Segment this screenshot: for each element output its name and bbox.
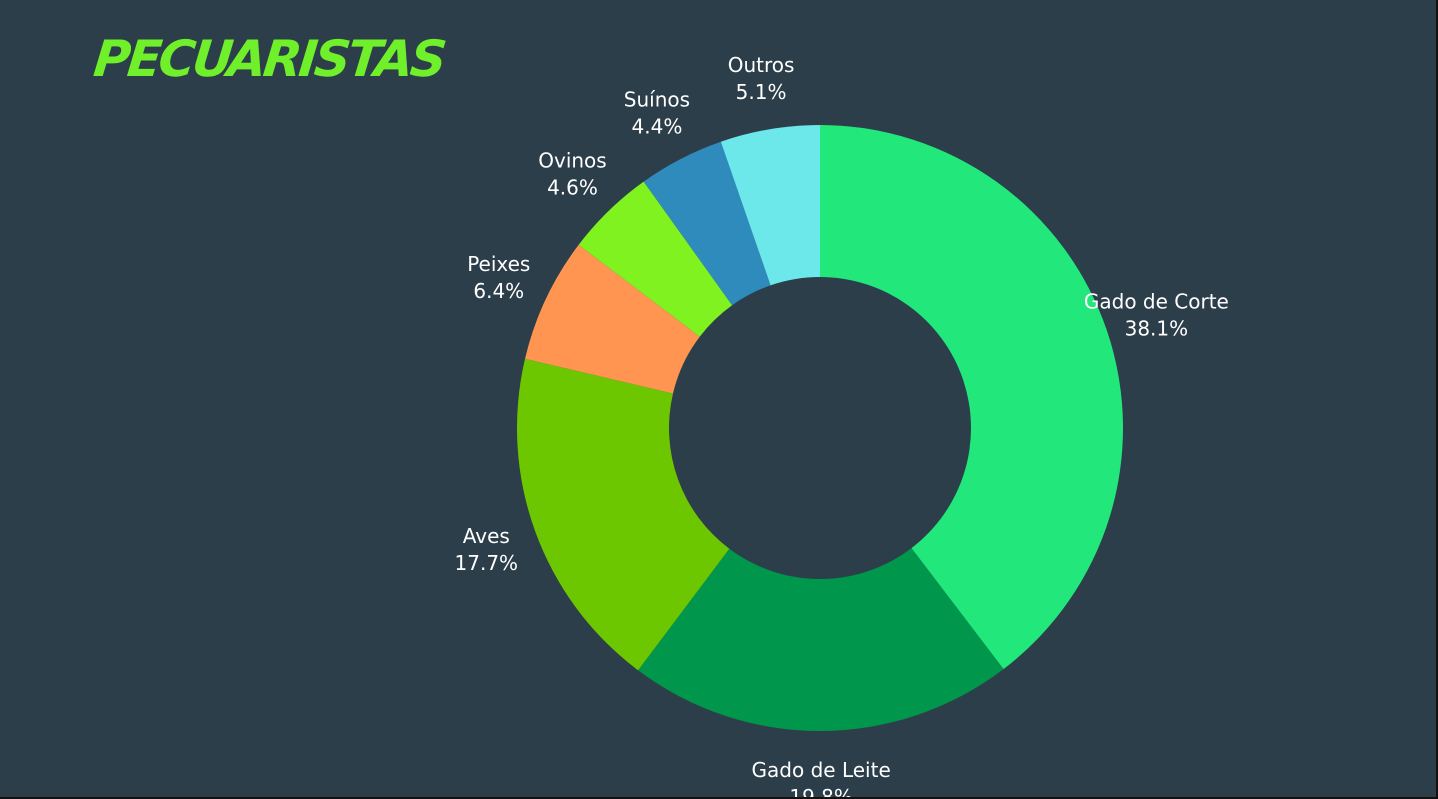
slice-label-gado-de-leite: Gado de Leite: [752, 758, 891, 782]
slice-outros: [720, 125, 820, 286]
slice-label-suinos: Suínos: [624, 88, 690, 112]
slice-peixes: [525, 244, 700, 394]
slice-value-outros: 5.1%: [736, 80, 787, 104]
slice-value-gado-de-corte: 38.1%: [1125, 317, 1189, 341]
slice-gado-de-leite: [638, 548, 1004, 732]
donut-slices: [516, 125, 1123, 732]
slice-value-aves: 17.7%: [455, 551, 519, 575]
slice-label-aves: Aves: [463, 524, 510, 548]
slice-value-peixes: 6.4%: [473, 279, 524, 303]
slice-value-ovinos: 4.6%: [547, 176, 598, 200]
slice-label-outros: Outros: [728, 53, 795, 77]
donut-labels: Gado de Corte 38.1% Gado de Leite 19.8% Aves…: [455, 53, 1229, 797]
slice-ovinos: [578, 181, 733, 337]
slice-gado-de-corte: [820, 125, 1123, 670]
slice-label-ovinos: Ovinos: [538, 149, 606, 173]
slice-suinos: [643, 141, 771, 306]
slice-value-gado-de-leite: 19.8%: [789, 785, 853, 797]
slice-value-suinos: 4.4%: [632, 115, 683, 139]
slice-aves: [516, 358, 730, 671]
slice-label-peixes: Peixes: [467, 252, 530, 276]
slice-label-gado-de-corte: Gado de Corte: [1084, 290, 1229, 314]
